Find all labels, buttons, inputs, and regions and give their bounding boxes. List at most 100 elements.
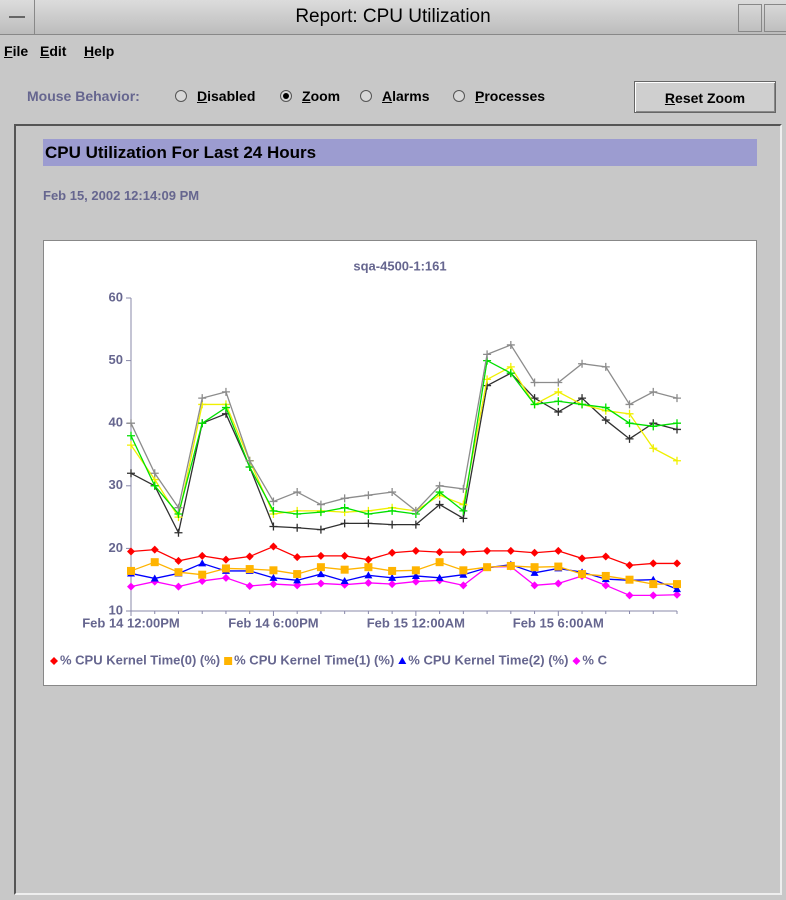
marker (198, 570, 207, 579)
marker (174, 556, 183, 565)
marker (459, 581, 468, 590)
marker (127, 547, 135, 556)
marker (269, 566, 278, 575)
toolbar-label: Mouse Behavior: (27, 88, 140, 104)
marker (388, 520, 397, 529)
marker (649, 387, 658, 396)
marker (435, 573, 444, 581)
marker (601, 416, 610, 425)
marker (530, 378, 539, 387)
marker (293, 553, 302, 562)
marker (221, 387, 230, 396)
marker (435, 548, 444, 557)
maximize-button[interactable] (764, 4, 786, 32)
marker (364, 491, 373, 500)
marker (506, 561, 515, 570)
reset-zoom-button[interactable]: Reset Zoom (634, 81, 776, 113)
marker (411, 566, 420, 575)
series (127, 340, 681, 515)
menu-item[interactable]: Edit (40, 43, 67, 59)
marker (411, 520, 420, 529)
radio-label[interactable]: Disabled (197, 88, 256, 104)
marker (625, 419, 634, 428)
marker (554, 562, 563, 571)
series-line (130, 562, 678, 590)
radio-label[interactable]: Processes (475, 88, 546, 104)
x-tick-label: Feb 14 12:00PM (82, 615, 180, 630)
marker (245, 581, 254, 590)
marker (293, 523, 302, 532)
marker (673, 559, 681, 568)
marker (364, 519, 373, 528)
radio-label[interactable]: Zoom (302, 88, 341, 104)
marker (150, 481, 159, 490)
x-tick-label: Feb 15 12:00AM (367, 615, 465, 630)
marker (388, 573, 397, 581)
marker (293, 509, 302, 518)
series (127, 356, 681, 518)
radio-button[interactable] (175, 90, 187, 102)
marker (673, 456, 681, 465)
marker (673, 580, 681, 589)
marker (578, 554, 587, 563)
marker (127, 582, 135, 591)
radio-button[interactable] (360, 90, 372, 102)
marker (459, 566, 468, 575)
minimize-button[interactable] (738, 4, 762, 32)
marker (459, 484, 468, 493)
legend-label: % C (582, 652, 607, 667)
marker (649, 580, 658, 589)
marker (269, 522, 278, 531)
radio-button[interactable] (453, 90, 465, 102)
marker (198, 394, 207, 403)
marker (127, 431, 135, 440)
marker (316, 500, 325, 509)
window-menu-button[interactable] (0, 0, 35, 34)
marker (625, 400, 634, 409)
x-tick-label: Feb 14 6:00PM (228, 615, 318, 630)
marker (530, 581, 539, 590)
radio-label[interactable]: Alarms (382, 88, 430, 104)
marker (673, 590, 681, 599)
marker (221, 555, 230, 564)
marker (293, 570, 302, 579)
radio-button[interactable] (280, 90, 292, 102)
marker (364, 509, 373, 518)
menu-item[interactable]: Help (84, 43, 115, 59)
marker (411, 577, 420, 586)
marker (293, 581, 302, 590)
marker (127, 469, 135, 478)
marker (625, 434, 634, 443)
marker (411, 546, 420, 555)
marker (625, 591, 634, 600)
legend-label: % CPU Kernel Time(2) (%) (408, 652, 568, 667)
marker (601, 362, 610, 371)
series-line (130, 545, 677, 566)
marker (530, 548, 539, 557)
marker (174, 503, 183, 512)
marker (50, 657, 58, 665)
y-tick-label: 10 (109, 602, 123, 617)
marker (649, 422, 658, 431)
marker (506, 369, 515, 378)
marker (673, 394, 681, 403)
marker (601, 552, 610, 561)
marker (411, 571, 420, 579)
marker (269, 580, 278, 589)
chart: sqa-4500-1:161 10 20 30 40 50 60 Feb 14 12:00P… (50, 258, 681, 667)
marker (150, 558, 159, 567)
marker (554, 579, 563, 588)
marker (578, 400, 587, 409)
report-title: CPU Utilization For Last 24 Hours (43, 139, 757, 166)
marker (316, 551, 325, 560)
chart-box: sqa-4500-1:161 10 20 30 40 50 60 Feb 14 12:00P… (43, 240, 757, 686)
marker (673, 585, 681, 593)
marker (198, 559, 207, 567)
marker (221, 403, 230, 412)
marker (316, 563, 325, 572)
menu-item[interactable]: File (4, 43, 29, 59)
marker (554, 378, 563, 387)
marker (649, 559, 658, 568)
marker (554, 546, 563, 555)
marker (293, 488, 302, 497)
